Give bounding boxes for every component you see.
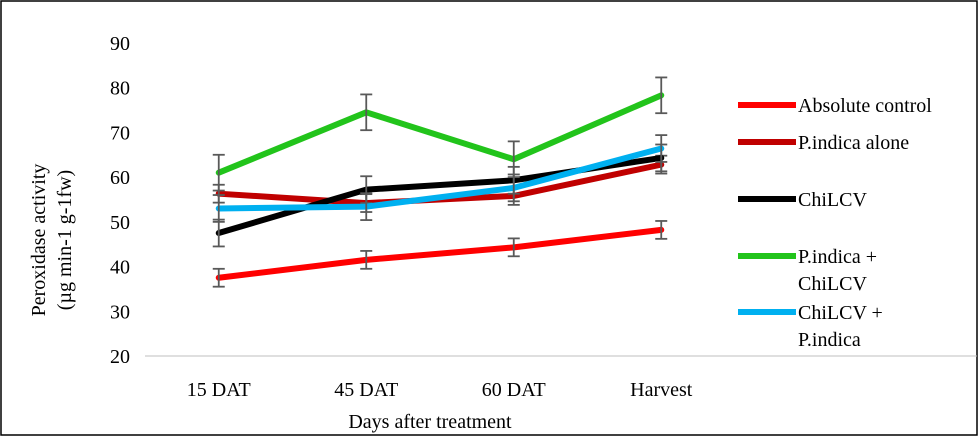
y-tick-label: 40 xyxy=(110,257,130,279)
series-layer xyxy=(212,76,668,288)
y-tick-label: 70 xyxy=(110,122,130,144)
error-bar xyxy=(655,220,668,240)
x-tick-label: 45 DAT xyxy=(334,379,398,401)
error-bar xyxy=(212,267,225,288)
legend-label: Absolute control xyxy=(798,95,932,117)
x-tick-label: 15 DAT xyxy=(187,379,251,401)
y-tick-label: 50 xyxy=(110,212,130,234)
error-bar xyxy=(507,237,520,258)
legend-label: ChiLCV xyxy=(798,273,867,295)
legend-item: ChiLCV xyxy=(738,189,867,211)
y-axis-title-line2: (µg min-1 g-1fw) xyxy=(54,170,76,310)
x-tick-label: Harvest xyxy=(630,379,693,401)
legend-label: P.indica xyxy=(798,329,861,351)
x-axis-ticks: 15 DAT 45 DAT 60 DAT Harvest xyxy=(187,379,693,401)
error-bar xyxy=(360,93,373,132)
error-bar xyxy=(360,250,373,270)
series-group xyxy=(212,134,668,223)
series-group xyxy=(212,220,668,288)
error-bar xyxy=(212,194,225,223)
series-group xyxy=(212,76,668,192)
legend-label: P.indica alone xyxy=(798,132,909,154)
y-tick-label: 90 xyxy=(110,33,130,55)
legend-label: ChiLCV xyxy=(798,189,867,211)
legend-label: P.indica + xyxy=(798,246,877,268)
y-tick-label: 20 xyxy=(110,346,130,368)
y-tick-label: 30 xyxy=(110,301,130,323)
x-tick-label: 60 DAT xyxy=(482,379,546,401)
y-axis-ticks: 20 30 40 50 60 70 80 90 xyxy=(110,33,130,368)
legend-item: Absolute control xyxy=(738,95,932,117)
error-bar xyxy=(507,173,520,203)
x-axis-title: Days after treatment xyxy=(348,411,512,433)
error-bar xyxy=(655,134,668,163)
y-tick-label: 60 xyxy=(110,167,130,189)
legend-label: ChiLCV + xyxy=(798,302,883,324)
y-axis-title-line1: Peroxidase activity xyxy=(28,164,50,317)
series-line xyxy=(215,145,665,212)
error-bar xyxy=(212,153,225,192)
error-bar xyxy=(360,192,373,221)
legend-item: ChiLCV + P.indica xyxy=(738,302,883,351)
y-tick-label: 80 xyxy=(110,78,130,100)
series-line xyxy=(215,92,665,176)
error-bar xyxy=(655,76,668,115)
legend-item: P.indica + ChiLCV xyxy=(738,246,877,295)
series-line xyxy=(215,226,665,281)
legend-item: P.indica alone xyxy=(738,132,909,154)
